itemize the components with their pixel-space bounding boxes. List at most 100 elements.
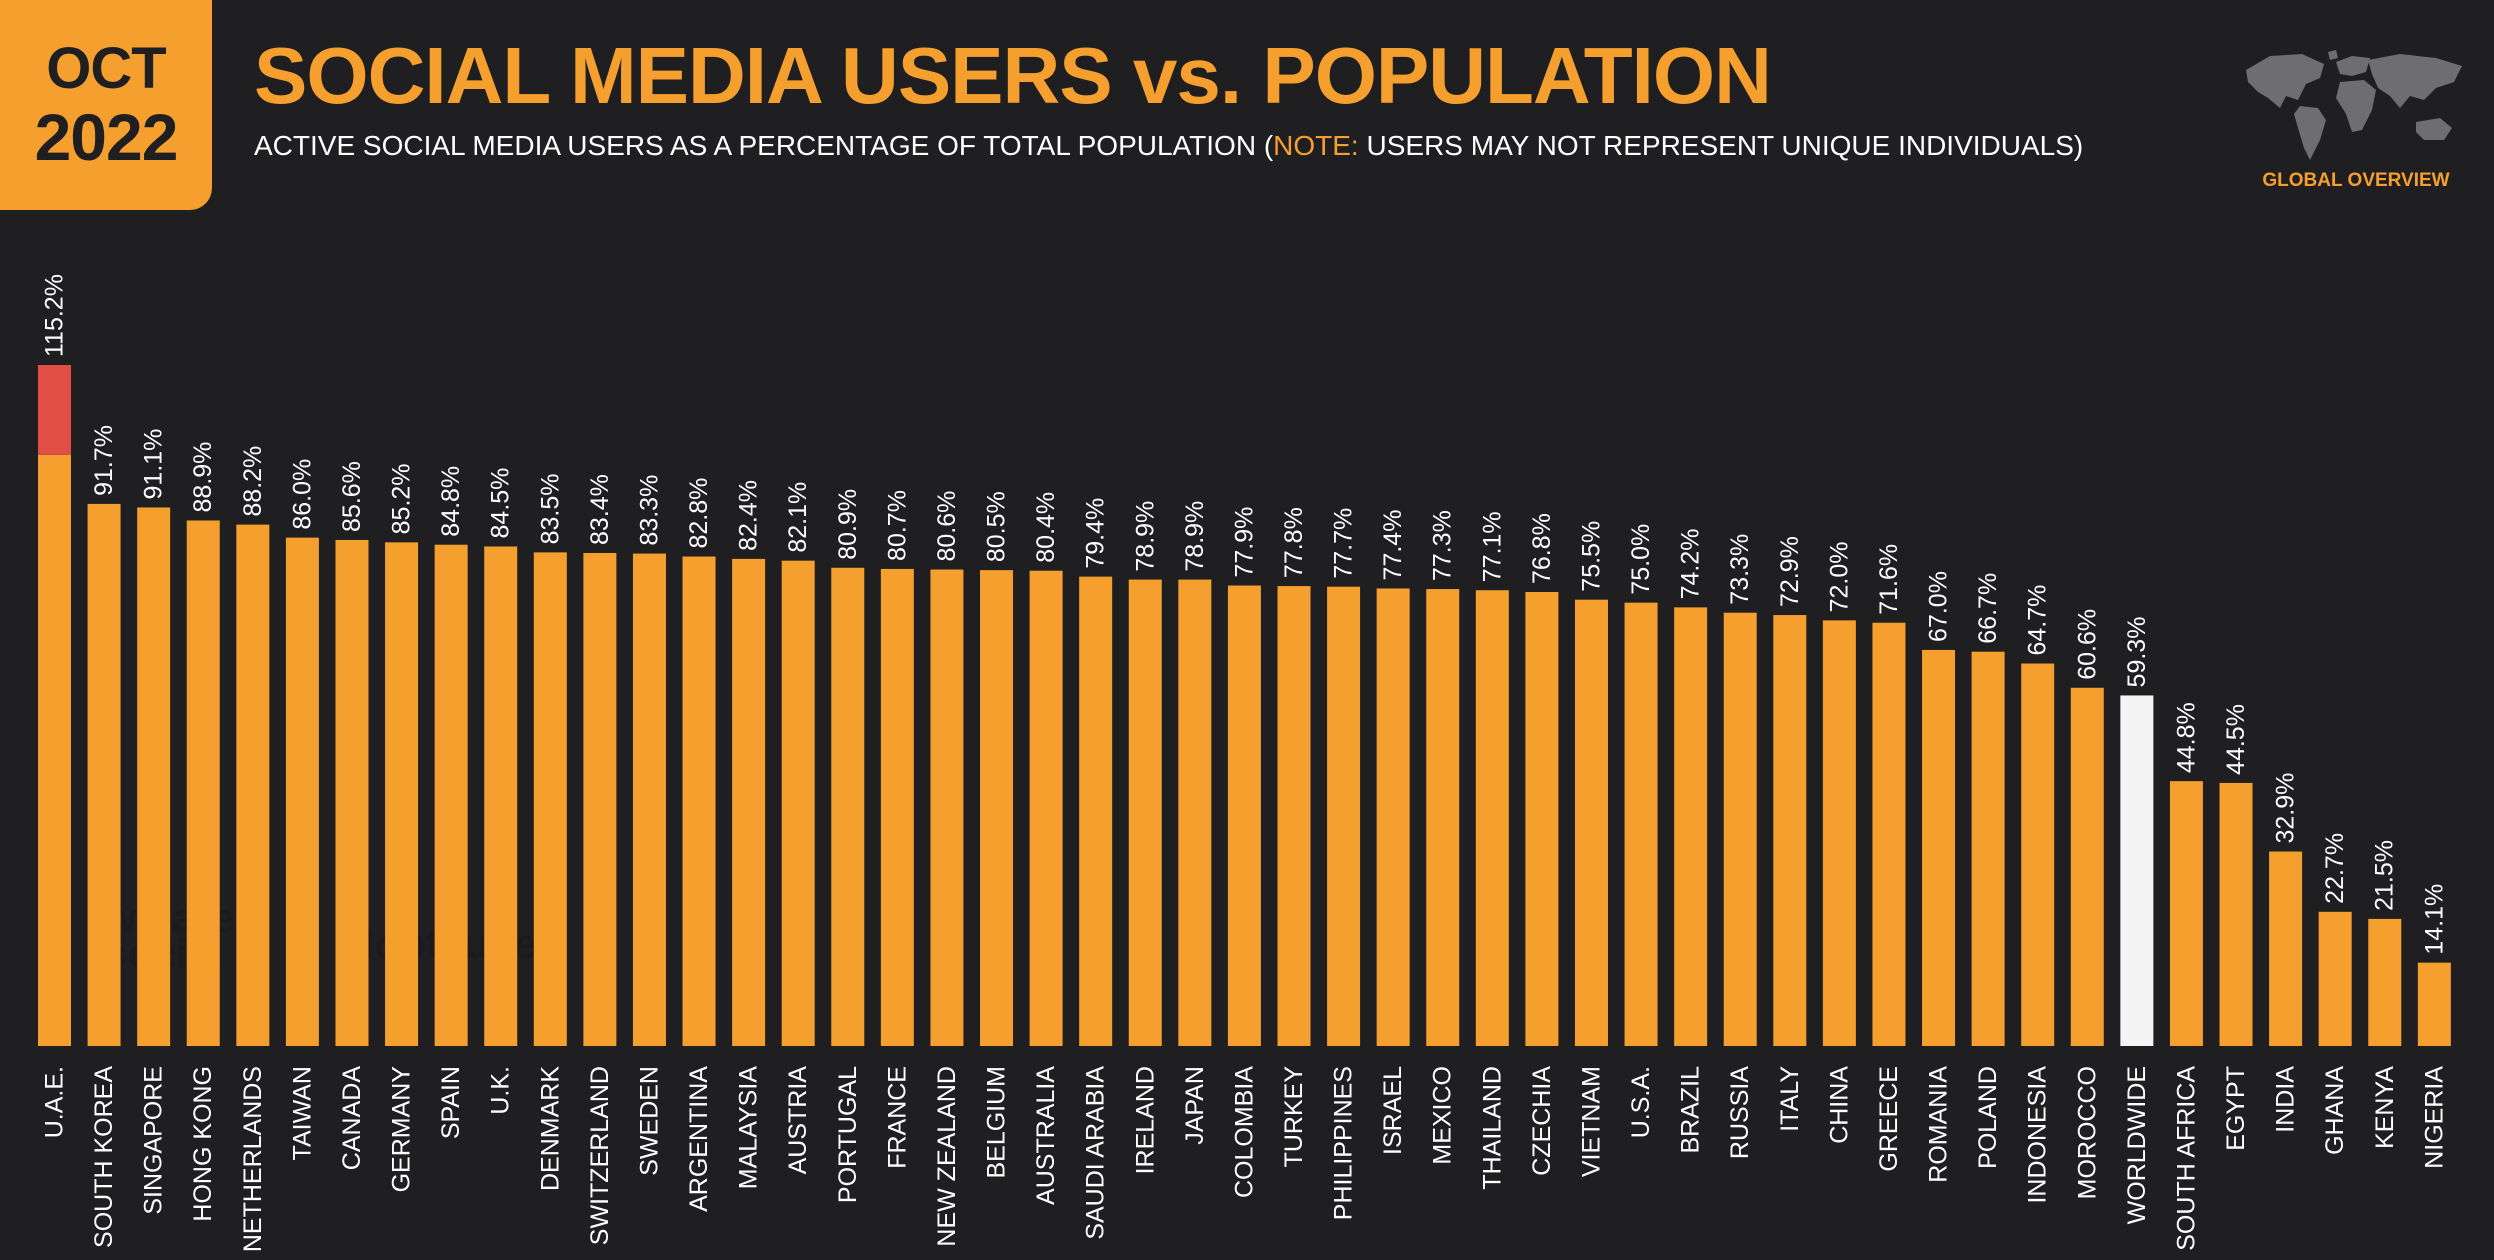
- bar-u-k: [484, 546, 518, 1046]
- bar-saudi-arabia: [1079, 576, 1113, 1046]
- category-label-nigeria: NIGERIA: [2420, 1066, 2448, 1169]
- category-label-south-korea: SOUTH KOREA: [90, 1066, 118, 1248]
- value-label-austria: 82.1%: [784, 482, 812, 553]
- value-label-spain: 84.8%: [437, 466, 465, 537]
- bar-germany: [385, 542, 419, 1046]
- category-label-mexico: MEXICO: [1429, 1066, 1457, 1165]
- value-label-sweden: 83.3%: [635, 475, 663, 546]
- bar-portugal: [831, 567, 865, 1046]
- date-badge: OCT 2022: [0, 0, 212, 210]
- category-label-denmark: DENMARK: [536, 1066, 564, 1191]
- value-label-colombia: 77.9%: [1230, 507, 1258, 578]
- page-subtitle: ACTIVE SOCIAL MEDIA USERS AS A PERCENTAG…: [254, 130, 2083, 162]
- bar-worldwide: [2120, 695, 2154, 1046]
- value-label-italy: 72.9%: [1776, 536, 1804, 607]
- value-label-france: 80.7%: [883, 490, 911, 561]
- bar-turkey: [1277, 586, 1311, 1046]
- bar-netherlands: [236, 524, 270, 1046]
- category-label-china: CHINA: [1825, 1066, 1853, 1144]
- value-label-malaysia: 82.4%: [735, 480, 763, 551]
- category-label-kenya: KENYA: [2371, 1066, 2399, 1149]
- category-label-czechia: CZECHIA: [1528, 1066, 1556, 1176]
- category-label-south-africa: SOUTH AFRICA: [2172, 1066, 2200, 1251]
- page-title: SOCIAL MEDIA USERS vs. POPULATION: [254, 31, 1772, 120]
- bar-new-zealand: [930, 569, 964, 1046]
- bar-greece: [1872, 622, 1906, 1046]
- category-label-netherlands: NETHERLANDS: [239, 1066, 267, 1252]
- category-label-thailand: THAILAND: [1478, 1066, 1506, 1190]
- value-label-egypt: 44.5%: [2222, 704, 2250, 775]
- bar-italy: [1773, 615, 1807, 1046]
- bar-switzerland: [583, 552, 617, 1046]
- category-label-india: INDIA: [2272, 1066, 2300, 1133]
- category-label-worldwide: WORLDWIDE: [2123, 1066, 2151, 1224]
- bar-malaysia: [732, 558, 766, 1046]
- bar-vietnam: [1574, 599, 1608, 1046]
- value-label-philippines: 77.7%: [1330, 508, 1358, 579]
- value-label-saudi-arabia: 79.4%: [1082, 498, 1110, 569]
- bar-china: [1822, 620, 1856, 1046]
- value-label-turkey: 77.8%: [1280, 507, 1308, 578]
- bar-south-korea: [87, 503, 121, 1046]
- value-label-czechia: 76.8%: [1528, 513, 1556, 584]
- value-label-u-k: 84.5%: [487, 468, 515, 539]
- value-label-south-africa: 44.8%: [2172, 702, 2200, 773]
- category-label-russia: RUSSIA: [1726, 1066, 1754, 1159]
- bar-mexico: [1426, 589, 1460, 1046]
- value-label-switzerland: 83.4%: [586, 474, 614, 545]
- subtitle-note: NOTE:: [1273, 130, 1359, 161]
- value-label-russia: 73.3%: [1726, 534, 1754, 605]
- category-label-philippines: PHILIPPINES: [1330, 1066, 1358, 1220]
- bar-indonesia: [2021, 663, 2055, 1046]
- value-label-south-korea: 91.7%: [90, 425, 118, 496]
- category-label-switzerland: SWITZERLAND: [586, 1066, 614, 1245]
- subtitle-text: ACTIVE SOCIAL MEDIA USERS AS A PERCENTAG…: [254, 130, 1274, 161]
- category-label-spain: SPAIN: [437, 1066, 465, 1139]
- value-label-israel: 77.4%: [1379, 510, 1407, 581]
- bar-spain: [434, 544, 468, 1046]
- value-label-thailand: 77.1%: [1478, 511, 1506, 582]
- bar-philippines: [1327, 586, 1361, 1046]
- category-label-brazil: BRAZIL: [1677, 1066, 1705, 1154]
- category-label-italy: ITALY: [1776, 1066, 1804, 1132]
- bar-u-s-a: [1624, 602, 1658, 1046]
- category-label-japan: JAPAN: [1181, 1066, 1209, 1145]
- bar-argentina: [682, 556, 716, 1046]
- value-label-greece: 71.6%: [1875, 544, 1903, 615]
- value-label-morocco: 60.6%: [2073, 609, 2101, 680]
- value-label-vietnam: 75.5%: [1577, 521, 1605, 592]
- bar-nigeria: [2417, 962, 2451, 1046]
- category-label-egypt: EGYPT: [2222, 1066, 2250, 1151]
- category-label-singapore: SINGAPORE: [140, 1066, 168, 1215]
- category-label-hong-kong: HONG KONG: [189, 1066, 217, 1222]
- bar-israel: [1376, 588, 1410, 1046]
- bar-singapore: [137, 507, 171, 1046]
- category-label-israel: ISRAEL: [1379, 1066, 1407, 1155]
- category-label-morocco: MOROCCO: [2073, 1066, 2101, 1199]
- value-label-kenya: 21.5%: [2371, 840, 2399, 911]
- value-label-worldwide: 59.3%: [2123, 617, 2151, 688]
- value-label-brazil: 74.2%: [1677, 528, 1705, 599]
- value-label-canada: 85.6%: [338, 461, 366, 532]
- value-label-india: 32.9%: [2272, 773, 2300, 844]
- value-label-new-zealand: 80.6%: [933, 491, 961, 562]
- value-label-argentina: 82.8%: [685, 478, 713, 549]
- category-label-greece: GREECE: [1875, 1066, 1903, 1172]
- bar-austria: [781, 560, 815, 1046]
- bar-romania: [1922, 649, 1956, 1046]
- category-label-poland: POLAND: [1974, 1066, 2002, 1169]
- value-label-belgium: 80.5%: [983, 491, 1011, 562]
- value-label-u-s-a: 75.0%: [1627, 524, 1655, 595]
- bar-south-africa: [2169, 781, 2203, 1046]
- bar-sweden: [632, 553, 666, 1046]
- bar-thailand: [1475, 590, 1509, 1046]
- badge-month: OCT: [46, 36, 166, 101]
- value-label-denmark: 83.5%: [536, 474, 564, 545]
- bar-taiwan: [285, 537, 319, 1046]
- subtitle-note-text: USERS MAY NOT REPRESENT UNIQUE INDIVIDUA…: [1358, 130, 2084, 161]
- bar-ireland: [1128, 579, 1162, 1046]
- category-label-argentina: ARGENTINA: [685, 1066, 713, 1212]
- category-label-u-k: U.K.: [487, 1066, 515, 1115]
- value-label-japan: 78.9%: [1181, 501, 1209, 572]
- value-label-china: 72.0%: [1825, 541, 1853, 612]
